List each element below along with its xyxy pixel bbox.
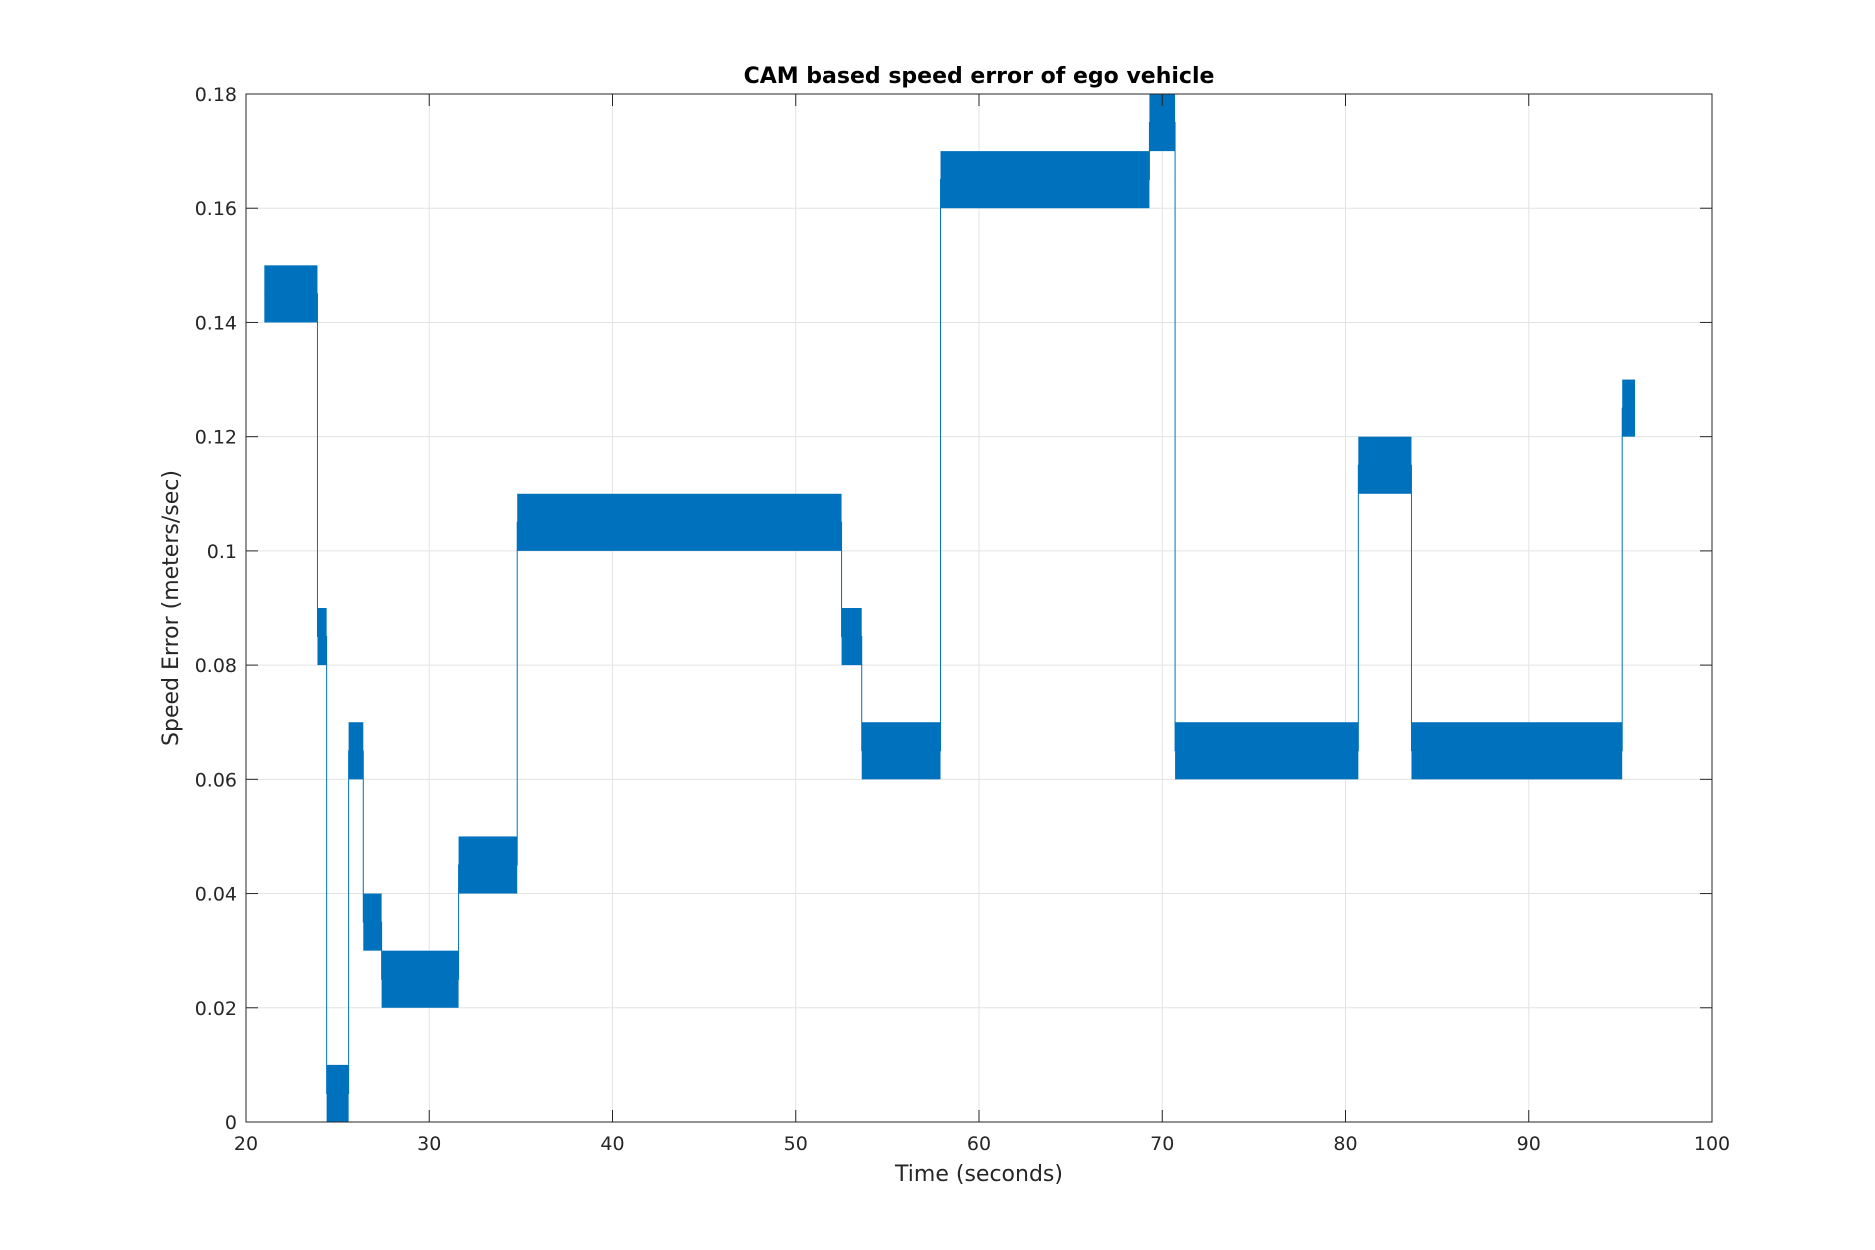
x-axis-label: Time (seconds) bbox=[894, 1162, 1063, 1187]
x-tick-label: 70 bbox=[1150, 1133, 1174, 1155]
chart-title: CAM based speed error of ego vehicle bbox=[744, 64, 1215, 89]
y-tick-label: 0.08 bbox=[195, 655, 237, 677]
axis-ticks: 20 30 40 50 60 70 80 90 100 0 0.02 0.04 0.06 0.08 0.1 0… bbox=[195, 84, 1730, 1155]
data-line bbox=[264, 122, 1636, 1094]
x-tick-label: 60 bbox=[967, 1133, 991, 1155]
y-tick-label: 0.12 bbox=[195, 427, 237, 449]
x-tick-label: 80 bbox=[1333, 1133, 1357, 1155]
y-tick-label: 0.04 bbox=[195, 884, 237, 906]
x-tick-label: 50 bbox=[784, 1133, 808, 1155]
y-tick-label: 0.06 bbox=[195, 769, 237, 791]
y-tick-label: 0.18 bbox=[195, 84, 237, 106]
x-tick-label: 30 bbox=[417, 1133, 441, 1155]
y-tick-label: 0 bbox=[225, 1112, 237, 1134]
x-tick-label: 20 bbox=[234, 1133, 258, 1155]
y-tick-label: 0.02 bbox=[195, 998, 237, 1020]
x-tick-label: 40 bbox=[600, 1133, 624, 1155]
y-tick-label: 0.1 bbox=[207, 541, 237, 563]
y-tick-label: 0.16 bbox=[195, 198, 237, 220]
y-tick-label: 0.14 bbox=[195, 312, 237, 334]
data-series-speed-error bbox=[264, 94, 1636, 1122]
x-tick-label: 100 bbox=[1694, 1133, 1730, 1155]
x-tick-label: 90 bbox=[1517, 1133, 1541, 1155]
y-axis-label: Speed Error (meters/sec) bbox=[159, 470, 184, 746]
